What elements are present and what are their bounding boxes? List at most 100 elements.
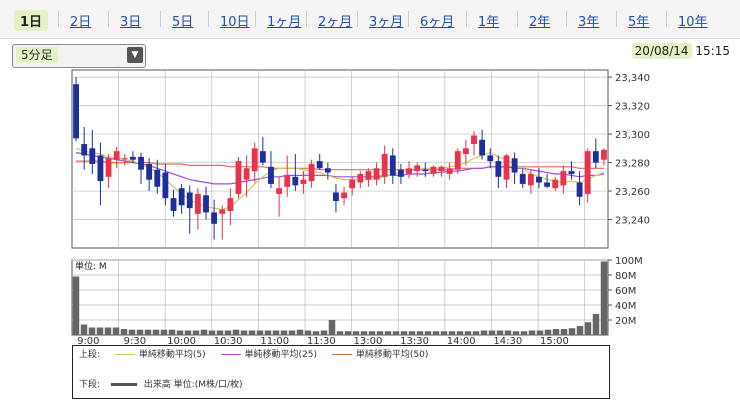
volume-bar	[512, 331, 520, 335]
tab-separator	[255, 11, 256, 27]
volume-bar	[360, 331, 368, 335]
legend-upper-label: 上段:	[79, 350, 101, 360]
candle-body	[422, 169, 429, 172]
volume-bar	[312, 331, 320, 335]
timestamp-time: 15:15	[695, 44, 730, 58]
candle-body	[89, 148, 96, 164]
price-tick-label: 23,240	[615, 216, 650, 227]
candle-body	[471, 135, 477, 145]
chevron-down-icon: ▼	[127, 47, 143, 63]
candle-body	[73, 84, 79, 139]
candle-body	[479, 139, 486, 156]
x-tick-label: 10:00	[167, 336, 196, 345]
tab-6[interactable]: 2ヶ月	[318, 15, 353, 30]
legend-ma5-label: 単純移動平均(5)	[138, 350, 206, 360]
legend-ma25-swatch	[220, 354, 241, 355]
volume-bar	[216, 330, 224, 335]
tab-0[interactable]: 1日	[14, 10, 49, 31]
candle-body	[446, 168, 453, 174]
volume-bar	[272, 330, 280, 335]
volume-bar	[208, 330, 216, 335]
candle-body	[576, 182, 583, 197]
tab-13[interactable]: 10年	[678, 15, 708, 30]
tab-separator	[160, 11, 161, 27]
volume-bar	[336, 331, 344, 335]
tab-12[interactable]: 5年	[628, 15, 650, 30]
x-tick-label: 13:30	[400, 336, 429, 345]
volume-bar	[80, 324, 88, 335]
tab-8[interactable]: 6ヶ月	[420, 15, 455, 30]
legend-lower-label: 下段:	[79, 380, 101, 390]
tab-separator	[616, 11, 617, 27]
price-tick-label: 23,280	[615, 159, 650, 170]
volume-bar	[480, 330, 488, 335]
candle-body	[186, 192, 193, 209]
tab-4[interactable]: 10日	[220, 15, 250, 30]
volume-bar	[256, 330, 264, 335]
timestamp: 20/08/14 15:15	[631, 43, 730, 59]
volume-bar	[120, 329, 128, 335]
tab-1[interactable]: 2日	[70, 15, 92, 30]
legend-upper-row: 上段: 単純移動平均(5) 単純移動平均(25) 単純移動平均(50)	[79, 348, 428, 362]
candle-body	[97, 155, 104, 182]
volume-bar	[568, 328, 576, 335]
candle-body	[487, 155, 494, 162]
legend-ma50-label: 単純移動平均(50)	[355, 350, 429, 360]
candle-body	[462, 148, 469, 155]
interval-select-value: 5分足	[16, 47, 58, 63]
volume-tick-label: 80M	[615, 271, 636, 282]
legend-lower-row: 下段: 出来高 単位:(M株/口/枚)	[79, 378, 243, 392]
legend-ma5: 単純移動平均(5)	[114, 348, 206, 362]
volume-bar	[384, 331, 392, 335]
tab-separator	[466, 11, 467, 27]
candle-body	[81, 144, 88, 156]
x-tick-label: 9:30	[124, 336, 146, 345]
candle-body	[536, 176, 542, 183]
volume-bar	[408, 331, 416, 335]
x-tick-label: 14:00	[447, 336, 476, 345]
volume-bar	[160, 329, 168, 335]
candle-body	[251, 148, 258, 172]
candle-body	[235, 161, 242, 194]
volume-bar	[232, 329, 240, 335]
candle-body	[243, 168, 250, 180]
tab-7[interactable]: 3ヶ月	[369, 15, 404, 30]
tab-separator	[208, 11, 209, 27]
tab-2[interactable]: 3日	[120, 15, 142, 30]
volume-tick-label: 60M	[615, 286, 636, 297]
candle-body	[113, 151, 120, 160]
volume-bar	[88, 327, 96, 335]
volume-bar	[392, 331, 400, 335]
volume-bar	[344, 331, 352, 335]
tab-10[interactable]: 2年	[529, 15, 551, 30]
x-tick-label: 11:00	[260, 336, 289, 345]
interval-select[interactable]: 5分足 ▼	[12, 44, 146, 68]
volume-bar	[112, 327, 120, 335]
candle-body	[544, 182, 551, 187]
candle-body	[324, 168, 331, 173]
volume-bar	[304, 330, 312, 335]
candle-body	[381, 154, 388, 177]
candle-body	[219, 209, 226, 214]
tab-3[interactable]: 5日	[172, 15, 194, 30]
volume-bar	[432, 331, 440, 335]
candle-body	[316, 161, 323, 169]
candle-body	[129, 156, 136, 160]
candle-body	[333, 192, 339, 202]
candle-body	[584, 151, 591, 194]
tab-9[interactable]: 1年	[478, 15, 500, 30]
candle-body	[349, 179, 356, 189]
legend-ma5-swatch	[114, 354, 135, 355]
candle-body	[138, 156, 144, 170]
volume-bar	[520, 331, 528, 335]
tab-11[interactable]: 3年	[578, 15, 600, 30]
candle-body	[292, 176, 299, 186]
volume-tick-label: 40M	[615, 301, 636, 312]
volume-bar	[376, 331, 384, 335]
candle-body	[227, 198, 234, 211]
tab-5[interactable]: 1ヶ月	[267, 15, 302, 30]
volume-bar	[464, 331, 472, 335]
candle-body	[203, 195, 209, 213]
volume-bar	[440, 331, 448, 335]
candle-body	[592, 151, 599, 163]
